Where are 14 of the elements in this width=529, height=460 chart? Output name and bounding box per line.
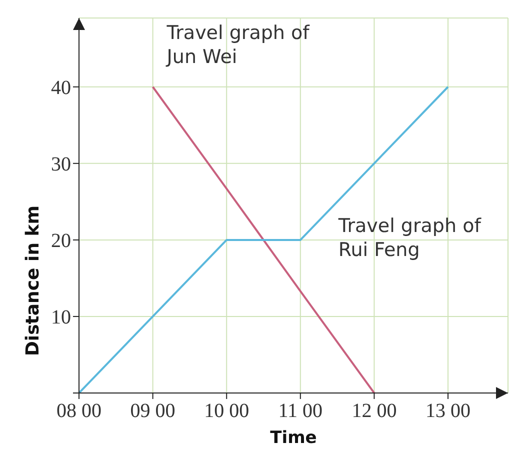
y-tick-label: 40: [51, 76, 71, 99]
y-tick-label: 20: [51, 230, 71, 252]
series-label: Travel graph of Rui Feng: [337, 214, 482, 261]
x-tick-label: 13 00: [426, 400, 470, 422]
x-tick-label: 08 00: [56, 400, 102, 422]
y-tick-label: 30: [51, 154, 71, 176]
x-tick-label: 12 00: [352, 400, 397, 422]
y-axis-title: Distance in km: [22, 206, 44, 356]
x-tick-label: 11 00: [278, 400, 323, 422]
y-tick-label: 10: [51, 306, 71, 329]
series-label: Travel graph of Jun Wei: [166, 22, 311, 68]
x-axis-title: Time: [270, 428, 317, 448]
x-tick-label: 10 00: [204, 400, 250, 422]
x-tick-label: 09 00: [130, 400, 176, 422]
